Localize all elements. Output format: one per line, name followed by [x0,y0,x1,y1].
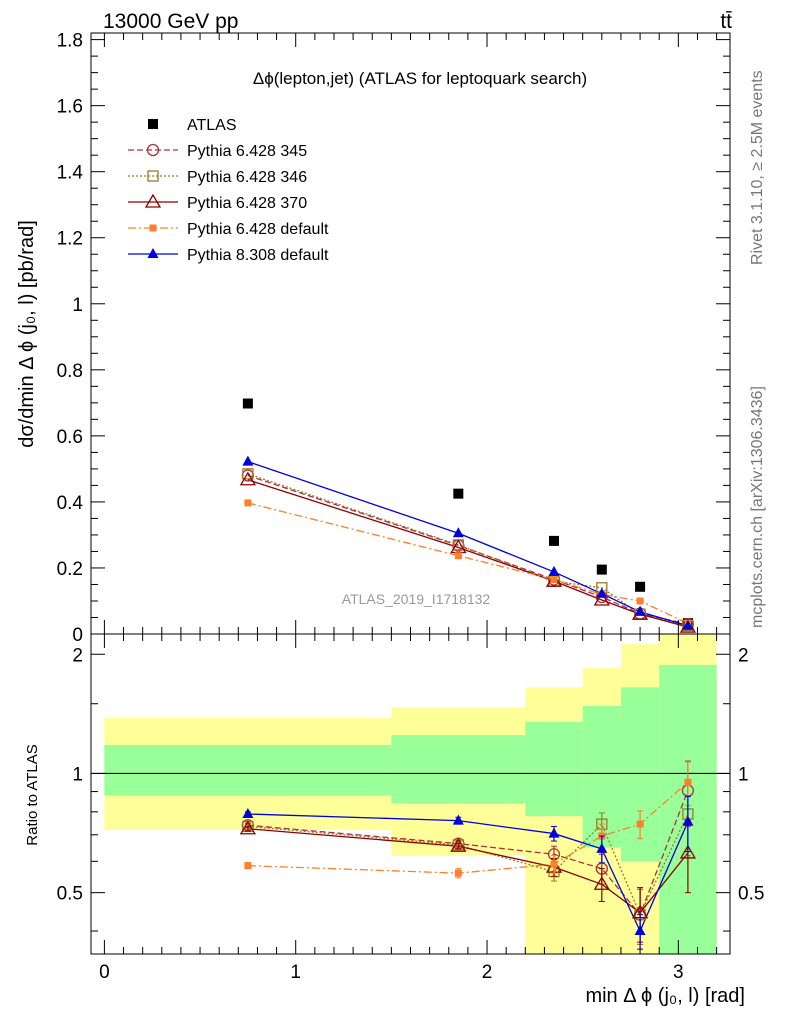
legend-marker [149,224,157,232]
main-y-tick-label: 0.2 [57,559,83,580]
main-series-line [247,502,689,625]
main-series-line [247,473,689,627]
legend-label: Pythia 6.428 346 [187,169,307,186]
main-series-line [247,479,689,628]
ratio-y-ticks: 0.5 0.5 1 1 2 2 [57,645,764,932]
main-data-point [596,564,607,575]
legend-label: ATLAS [187,117,237,134]
legend-label: Pythia 6.428 default [187,221,329,238]
main-mc-point [636,597,644,605]
ratio-y-tick-label: 0.5 [738,884,764,905]
main-y-tick-label: 1.4 [57,163,84,184]
ratio-y-axis-label: Ratio to ATLAS [24,744,41,845]
ratio-mc-point [452,814,464,825]
legend-label: Pythia 6.428 345 [187,143,307,160]
ratio-y-tick-label: 2 [738,645,749,666]
main-y-tick-label: 1.2 [57,229,83,250]
ratio-series-line [247,813,689,917]
ratio-mc-point [242,807,254,818]
main-mc-point [244,499,252,507]
chart-title: Δϕ(lepton,jet) (ATLAS for leptoquark sea… [253,69,587,88]
ratio-mc-point [550,860,558,868]
energy-label: 13000 GeV pp [103,10,238,33]
ratio-mc-point [239,820,257,835]
legend-marker [148,119,158,129]
main-series-line [247,474,689,625]
main-mc-point [239,471,257,486]
main-y-tick-label: 1.6 [57,97,83,118]
main-y-tick-label: 0.8 [57,361,83,382]
main-panel: 0 0.2 0.4 0.6 0.8 1 1.2 1.4 1.6 1.8 Δϕ(lepton,jet… [16,31,731,646]
main-series-line [247,461,689,627]
process-label: tt̄ [720,10,732,33]
main-data-point [242,398,253,409]
main-y-tick-label: 0.4 [57,493,84,514]
main-y-ticks: 0 0.2 0.4 0.6 0.8 1 1.2 1.4 1.6 1.8 [57,31,730,646]
ratio-mc-point [548,827,560,838]
legend-marker [147,248,159,258]
main-y-tick-label: 1 [72,295,83,316]
main-mc-point [454,552,462,560]
main-y-tick-label: 0.6 [57,427,83,448]
ratio-y-tick-label: 0.5 [57,884,83,905]
ratio-series-line [247,790,689,916]
main-mc-point [242,455,254,466]
x-tick-label: 1 [290,962,301,983]
x-axis-label: min Δ ϕ (j₀, l) [rad] [585,985,745,1007]
inner-band-segment [391,735,526,804]
ratio-mc-point [679,844,697,859]
main-y-tick-label: 0 [72,625,83,646]
legend-label: Pythia 6.428 370 [187,195,307,212]
ratio-mc-point [636,820,644,828]
main-y-tick-label: 1.8 [57,31,83,52]
legend-marker [147,170,159,182]
main-mc-point [634,605,646,616]
mcplots-label: mcplots.cern.ch [arXiv:1306.3436] [749,386,766,628]
analysis-label: ATLAS_2019_I1718132 [342,591,491,607]
x-tick-label: 0 [99,962,110,983]
rivet-label: Rivet 3.1.10, ≥ 2.5M events [749,70,766,265]
legend: ATLAS Pythia 6.428 345 Pythia 6.428 346 Pyt… [128,117,329,264]
main-mc-point [593,591,610,606]
x-tick-label: 3 [673,962,684,983]
legend-marker [144,193,162,208]
ratio-mc-point [450,837,467,852]
ratio-mc-point [634,925,646,936]
main-data-point [635,581,646,592]
main-y-axis-label: dσ/dmin Δ ϕ (j₀, l) [pb/rad] [16,220,38,448]
ratio-series-line [247,828,689,914]
ratio-mc-point [682,815,694,826]
legend-marker [146,143,160,157]
x-tick-label: 2 [482,962,493,983]
ratio-series-line [247,813,689,933]
main-plot-area [239,398,697,633]
ratio-panel: 0.5 0.5 1 1 2 2 0 1 2 3 Ratio to ATLAS min Δ ϕ (… [24,633,764,1007]
main-mc-point [242,468,254,480]
ratio-mc-point [593,875,610,890]
ratio-y-tick-label: 1 [72,764,83,785]
main-x-ticks [103,33,718,634]
main-mc-point [682,619,694,630]
main-data-point [453,488,464,499]
ratio-mc-point [684,778,692,786]
main-mc-point [596,587,608,598]
main-mc-point [550,576,558,584]
ratio-mc-point [454,869,462,877]
ratio-y-tick-label: 1 [738,764,749,785]
ratio-uncertainty-bands [91,634,730,954]
ratio-series-line [247,781,689,874]
ratio-x-ticks: 0 1 2 3 [99,634,718,983]
main-mc-point [452,527,464,538]
ratio-mc-point [244,862,252,870]
ratio-y-tick-label: 2 [72,645,83,666]
legend-label: Pythia 8.308 default [187,247,329,264]
ratio-plot-area [239,760,697,950]
inner-band-segment [104,744,392,796]
main-mc-point [548,565,560,576]
main-data-point [548,535,559,546]
ratio-mc-point [596,842,608,853]
inner-band-segment [525,721,583,817]
